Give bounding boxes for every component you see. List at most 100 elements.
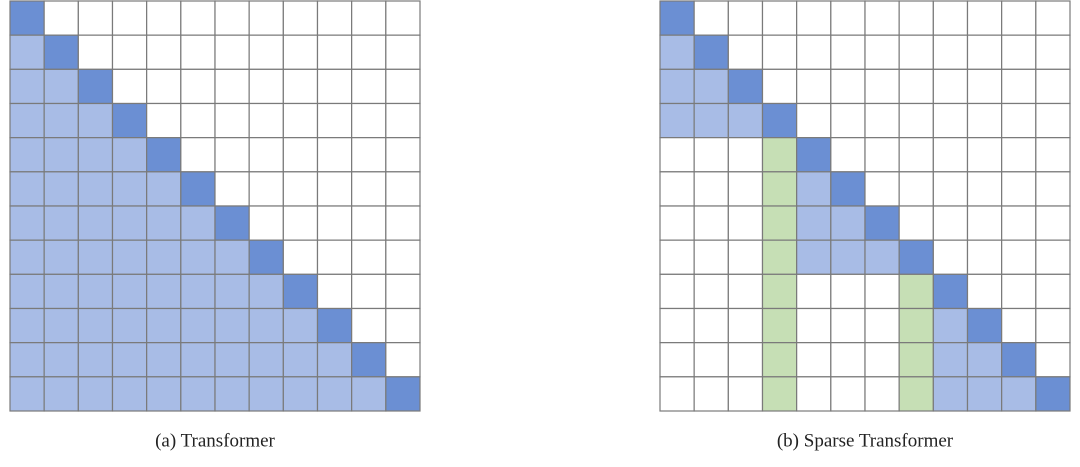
grid-cell	[796, 307, 832, 344]
grid-cell	[659, 68, 695, 105]
grid-cell	[248, 137, 284, 173]
grid-cell	[761, 0, 798, 36]
grid-cell	[385, 342, 421, 378]
grid-cell	[659, 342, 695, 378]
grid-cell	[796, 342, 832, 378]
grid-cell	[898, 273, 934, 310]
grid-cell	[180, 34, 216, 70]
grid-cell	[351, 102, 387, 139]
grid-cell	[830, 205, 866, 241]
grid-cell	[1001, 34, 1037, 70]
grid-cell	[659, 239, 695, 275]
grid-cell	[864, 102, 900, 139]
grid-cell	[830, 342, 866, 378]
grid-cell	[1035, 171, 1071, 207]
grid-cell	[385, 239, 421, 275]
grid-cell	[727, 205, 764, 241]
grid-cell	[180, 307, 216, 344]
grid-cell	[830, 171, 866, 207]
grid-cell	[282, 171, 319, 207]
grid-cell	[146, 137, 182, 173]
grid-cell	[1035, 239, 1071, 275]
grid-cell	[180, 239, 216, 275]
grid-cell	[830, 102, 866, 139]
grid-cell	[146, 171, 182, 207]
grid-cell	[966, 205, 1003, 241]
grid-cell	[966, 102, 1003, 139]
grid-cell	[796, 205, 832, 241]
grid-cell	[796, 239, 832, 275]
grid-cell	[9, 68, 45, 105]
grid-cell	[385, 34, 421, 70]
grid-cell	[761, 273, 798, 310]
grid-cell	[316, 68, 353, 105]
grid-cell	[966, 307, 1003, 344]
grid-cell	[248, 376, 284, 412]
grid-cell	[932, 273, 969, 310]
grid-cell	[898, 34, 934, 70]
grid-cell	[9, 307, 45, 344]
grid-cell	[214, 273, 250, 310]
grid-cell	[146, 205, 182, 241]
grid-cell	[796, 171, 832, 207]
grid-cell	[693, 68, 729, 105]
grid-cell	[9, 102, 45, 139]
grid-cell	[77, 102, 114, 139]
grid-cell	[351, 239, 387, 275]
grid-cell	[796, 0, 832, 36]
grid-cell	[180, 205, 216, 241]
grid-cell	[385, 102, 421, 139]
grid-cell	[316, 102, 353, 139]
grid-cell	[111, 0, 148, 36]
grid-cell	[830, 0, 866, 36]
grid-cell	[180, 273, 216, 310]
grid-cell	[214, 137, 250, 173]
grid-cell	[727, 68, 764, 105]
grid-cell	[966, 376, 1003, 412]
grid-cell	[316, 342, 353, 378]
grid-cell	[282, 68, 319, 105]
grid-cell	[248, 102, 284, 139]
grid-cell	[385, 307, 421, 344]
grid-cell	[146, 102, 182, 139]
grid-cell	[966, 0, 1003, 36]
grid-cell	[146, 376, 182, 412]
grid-cell	[111, 307, 148, 344]
grid-cell	[1035, 137, 1071, 173]
grid-cell	[898, 307, 934, 344]
grid-cell	[1035, 0, 1071, 36]
grid-cell	[146, 0, 182, 36]
grid-cell	[1035, 34, 1071, 70]
grid-cell	[180, 376, 216, 412]
grid-cell	[351, 68, 387, 105]
grid-cell	[864, 273, 900, 310]
grid-cell	[761, 239, 798, 275]
grid-cell	[693, 273, 729, 310]
grid-cell	[180, 68, 216, 105]
grid-cell	[385, 0, 421, 36]
grid-cell	[43, 171, 79, 207]
grid-cell	[9, 273, 45, 310]
grid-cell	[693, 376, 729, 412]
grid-cell	[830, 68, 866, 105]
grid-cell	[316, 137, 353, 173]
grid-cell	[693, 34, 729, 70]
grid-cell	[351, 205, 387, 241]
grid-cell	[180, 137, 216, 173]
grid-cell	[111, 137, 148, 173]
grid-cell	[761, 376, 798, 412]
grid-cell	[77, 239, 114, 275]
grid-cell	[966, 34, 1003, 70]
grid-cell	[282, 0, 319, 36]
grid-cell	[796, 376, 832, 412]
grid-cell	[659, 102, 695, 139]
grid-cell	[282, 307, 319, 344]
grid-cell	[385, 68, 421, 105]
grid-cell	[898, 102, 934, 139]
grid-cell	[864, 239, 900, 275]
grid-cell	[282, 205, 319, 241]
grid-cell	[9, 171, 45, 207]
grid-cell	[898, 68, 934, 105]
grid-cell	[659, 273, 695, 310]
